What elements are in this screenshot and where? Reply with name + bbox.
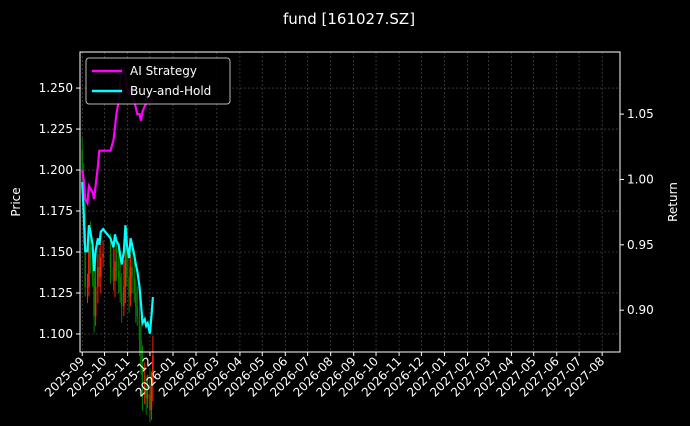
candle-body — [112, 267, 115, 281]
candle-body — [97, 267, 99, 287]
candle-body — [150, 384, 153, 411]
candle-body — [119, 276, 121, 293]
plot-frame — [79, 51, 621, 353]
candle-body — [145, 388, 147, 399]
y-tick-label-right: 1.05 — [627, 107, 654, 121]
candle-body — [146, 394, 149, 399]
legend-label-buy-and-hold: Buy-and-Hold — [130, 84, 211, 98]
chart-title: fund [161027.SZ] — [283, 10, 415, 28]
candle-body — [133, 276, 136, 293]
candle-body — [98, 267, 101, 277]
y-axis-right-label: Return — [666, 182, 680, 222]
candle-body — [126, 247, 128, 277]
candle-body — [149, 394, 151, 411]
candle-body — [143, 388, 146, 395]
candle-body — [94, 286, 97, 317]
candle-body — [131, 267, 133, 277]
candle-body — [134, 292, 137, 307]
candle-body — [84, 228, 87, 287]
candle-body — [124, 247, 127, 287]
candle-body — [109, 253, 112, 268]
candle-body — [128, 276, 130, 297]
candle-body — [88, 247, 90, 287]
y-tick-label-right: 1.00 — [627, 172, 654, 186]
candle-body — [141, 365, 144, 395]
y-axis-left-label: Price — [9, 187, 23, 216]
candle-body — [91, 257, 94, 277]
y-tick-label-left: 1.150 — [39, 245, 73, 259]
legend: AI Strategy Buy-and-Hold — [85, 57, 231, 105]
candle-body — [89, 247, 92, 258]
candle-body — [93, 276, 95, 317]
candle-body — [81, 150, 84, 183]
y-tick-label-right: 0.95 — [627, 238, 654, 252]
y-tick-label-left: 1.200 — [39, 163, 73, 177]
candle-body — [114, 261, 116, 281]
series-line-buy-and-hold — [81, 182, 154, 334]
candle-body — [123, 286, 125, 307]
candle-body — [129, 267, 132, 297]
y-tick-label-left: 1.225 — [39, 122, 73, 136]
candle-body — [136, 306, 139, 317]
y-tick-label-left: 1.100 — [39, 327, 73, 341]
candle-body — [120, 292, 123, 307]
candle-body — [152, 355, 154, 385]
candles — [81, 137, 154, 426]
legend-label-ai-strategy: AI Strategy — [130, 64, 197, 78]
candle-body — [100, 257, 102, 277]
candle-body — [102, 253, 104, 258]
candle-body — [117, 271, 120, 277]
candle-body — [138, 316, 141, 340]
candle-body — [115, 261, 118, 272]
y-tick-label-right: 0.90 — [627, 303, 654, 317]
y-tick-label-left: 1.250 — [39, 81, 73, 95]
candle-body — [86, 286, 89, 288]
y-tick-label-left: 1.175 — [39, 204, 73, 218]
y-tick-label-left: 1.125 — [39, 286, 73, 300]
legend-box — [85, 57, 231, 105]
